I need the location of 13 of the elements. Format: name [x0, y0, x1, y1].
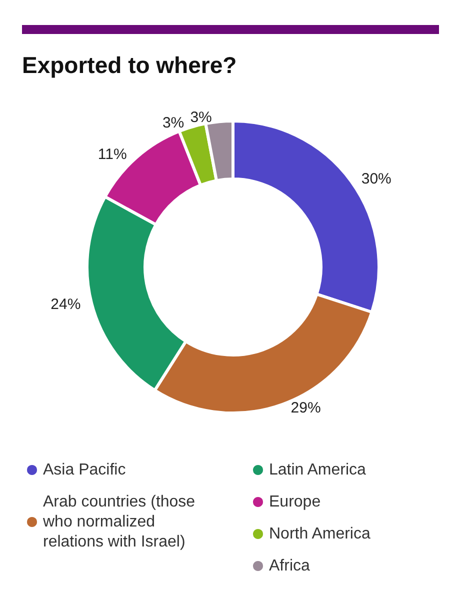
legend-label: Europe: [269, 494, 321, 510]
legend-label: Arab countries (those who normalized relations with Israel): [42, 494, 200, 550]
data-label: 3%: [162, 114, 184, 132]
data-label: 29%: [290, 400, 321, 417]
data-label: 24%: [50, 296, 81, 313]
legend-label: Asia Pacific: [43, 462, 126, 478]
legend-label: North America: [269, 526, 370, 542]
chart-title: Exported to where?: [22, 52, 237, 79]
data-label: 30%: [361, 170, 392, 188]
legend-label: Africa: [269, 558, 310, 574]
data-label: 11%: [98, 146, 127, 163]
legend-label: Latin America: [269, 462, 366, 478]
data-label: 3%: [190, 109, 212, 126]
